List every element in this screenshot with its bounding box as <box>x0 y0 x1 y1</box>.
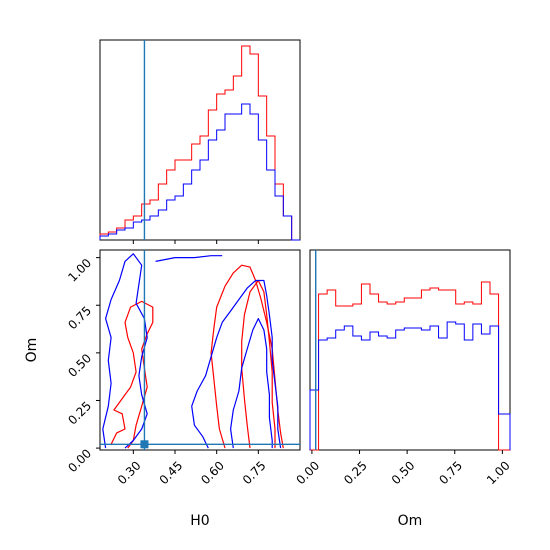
hist-om-xtick-label-2: 0.50 <box>389 458 418 487</box>
hist-h0-series-1 <box>99 103 300 241</box>
hist-om-ticks: 0.00 0.25 0.50 0.75 1.00 <box>293 450 513 487</box>
hist-h0-series-0 <box>99 45 300 241</box>
scatter-xtick-label-1: 0.45 <box>157 458 186 487</box>
contour-0000ff-inner <box>230 318 273 449</box>
scatter-frame <box>99 249 301 451</box>
scatter-xtick-label-0: 0.30 <box>115 458 144 487</box>
y-axis-label-om: Om <box>24 338 40 363</box>
hist-om-frame <box>309 249 511 451</box>
scatter-panel: 0.30 0.45 0.60 0.75 0.00 0.25 0.50 0.75 1.00 <box>65 249 301 487</box>
hist-h0-panel <box>99 39 301 244</box>
scatter-xtick-label-3: 0.75 <box>240 458 269 487</box>
scatter-ytick-label-0: 0.00 <box>65 446 94 475</box>
hist-om-series-1 <box>309 321 511 450</box>
hist-om-xtick-label-4: 1.00 <box>484 458 513 487</box>
hist-om-panel: 0.00 0.25 0.50 0.75 1.00 <box>293 249 513 487</box>
contour-0000ff-left <box>102 253 148 449</box>
scatter-ytick-label-3: 0.75 <box>65 303 94 332</box>
contour-lines <box>102 253 284 449</box>
truth-lines <box>100 250 300 450</box>
scatter-ytick-label-4: 1.00 <box>65 256 94 285</box>
x-axis-label-h0: H0 <box>190 513 209 529</box>
hist-om-series-0 <box>310 281 510 451</box>
scatter-ytick-label-2: 0.50 <box>65 351 94 380</box>
hist-h0-ticks <box>132 240 259 244</box>
hist-om-xtick-label-0: 0.00 <box>293 458 322 487</box>
hist-om-series <box>309 250 511 451</box>
hist-h0-frame <box>99 39 301 241</box>
x-axis-label-om: Om <box>398 513 423 529</box>
truth-marker <box>140 440 149 449</box>
scatter-ticks: 0.30 0.45 0.60 0.75 0.00 0.25 0.50 0.75 1.00 <box>65 256 268 487</box>
contour-0000ff-outer <box>191 279 282 449</box>
scatter-xtick-label-2: 0.60 <box>198 458 227 487</box>
hist-h0-series <box>99 40 300 241</box>
hist-om-xtick-label-1: 0.25 <box>341 458 370 487</box>
contour-ff0000-left <box>110 300 154 449</box>
scatter-ytick-label-1: 0.25 <box>65 399 94 428</box>
contour-0000ff-top <box>155 255 223 262</box>
hist-om-xtick-label-3: 0.75 <box>436 458 465 487</box>
